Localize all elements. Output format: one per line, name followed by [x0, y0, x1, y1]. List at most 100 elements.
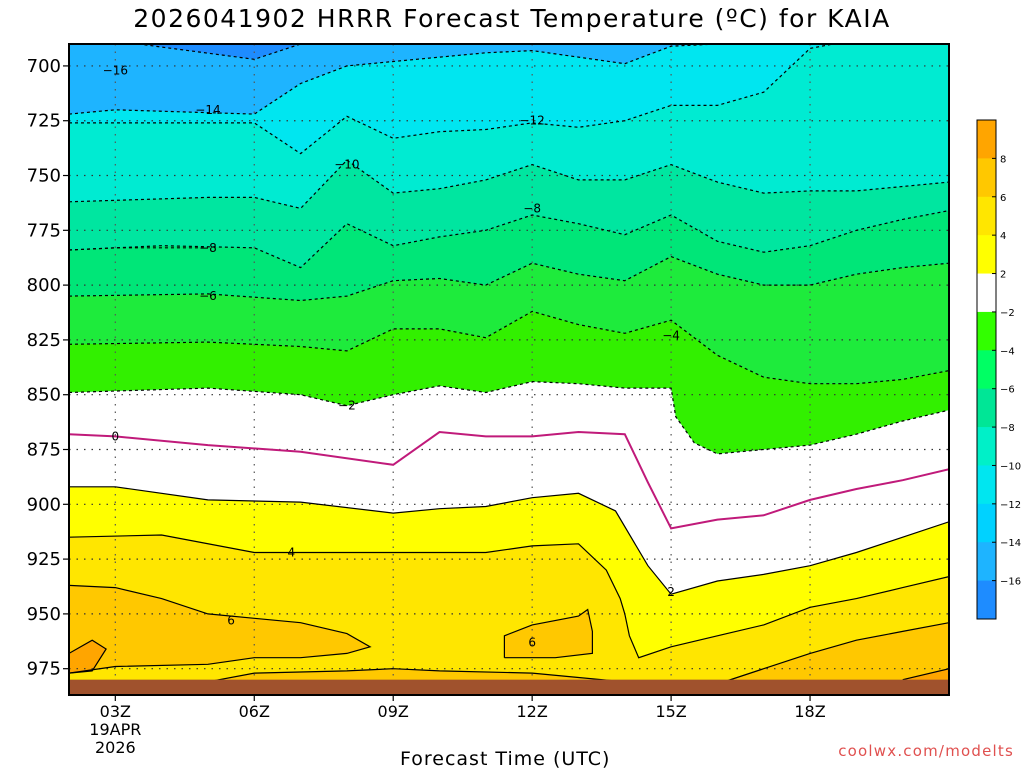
x-tick-label: 06Z	[239, 702, 270, 721]
y-tick-label: 925	[27, 549, 61, 570]
colorbar-segment	[977, 158, 996, 198]
fill-m6	[69, 210, 949, 301]
isotherm-6-16	[902, 668, 949, 681]
y-tick-label: 825	[27, 330, 61, 351]
isotherm-label: −8	[199, 241, 217, 255]
fill-m2	[69, 311, 949, 454]
colorbar-segment	[977, 465, 996, 505]
isotherm-6-12	[69, 584, 372, 674]
isotherm-label: 4	[287, 546, 295, 560]
colorbar-segment	[977, 580, 996, 620]
colorbar-tick-label: −4	[1000, 346, 1015, 357]
fill-p2	[69, 486, 949, 658]
y-tick-label: 750	[27, 166, 61, 187]
isotherm-m12-2	[69, 44, 834, 155]
colorbar-segment	[977, 427, 996, 466]
isotherm-0-9	[69, 430, 949, 530]
isotherm-label: −6	[199, 289, 217, 303]
x-tick-label: 18Z	[794, 702, 825, 721]
isotherm-m8-4	[69, 210, 949, 269]
plot-frame	[68, 43, 950, 696]
isotherm-label: −10	[334, 158, 359, 172]
colorbar-tick-label: −6	[1000, 385, 1015, 396]
colorbar-segment	[977, 120, 996, 159]
colorbar-segment	[977, 388, 996, 428]
fill-m16	[69, 44, 949, 60]
colorbar-tick-label: 2	[1000, 270, 1006, 281]
x-tick-date: 19APR	[89, 720, 141, 739]
isotherm-6-13	[503, 608, 593, 659]
y-tick-label: 900	[27, 494, 61, 515]
chart-title: 2026041902 HRRR Forecast Temperature (ºC…	[133, 4, 891, 33]
y-tick-label: 875	[27, 440, 61, 461]
colorbar-segment	[977, 235, 996, 275]
colorbar-tick-label: −2	[1000, 308, 1015, 319]
isotherm-label: −4	[662, 329, 680, 343]
colorbar-tick-label: 4	[1000, 231, 1006, 242]
isotherm-label: −12	[519, 114, 544, 128]
isotherm-8-17	[207, 668, 625, 683]
isotherm-label: 6	[227, 613, 235, 627]
isotherm-label: 2	[667, 585, 675, 599]
isotherm-m4-7	[69, 310, 949, 385]
isotherm-m8-5	[69, 247, 208, 251]
fill-m12	[69, 44, 949, 154]
isotherm-label: −2	[338, 399, 356, 413]
credit-link[interactable]: coolwx.com/modelts	[838, 742, 1014, 760]
x-tick-label: 03Z	[100, 702, 131, 721]
isotherm-2-10	[69, 486, 949, 595]
isotherm-label: 0	[111, 429, 119, 443]
x-axis-label: Forecast Time (UTC)	[400, 748, 611, 770]
isotherm-m14-1	[69, 44, 718, 115]
isotherm-layer	[69, 44, 949, 685]
colorbar-tick-label: −8	[1000, 423, 1015, 434]
isotherm-label: −8	[523, 201, 541, 215]
x-tick-label: 09Z	[378, 702, 409, 721]
colorbar-segment	[977, 196, 996, 236]
colorbar-tick-label: −12	[1000, 500, 1021, 511]
colorbar-tick-label: −14	[1000, 538, 1021, 549]
isotherm-m16-0	[138, 44, 301, 60]
isotherm-6-15	[717, 622, 949, 685]
y-tick-label: 850	[27, 385, 61, 406]
fill-m4	[69, 256, 949, 384]
colorbar-tick-label: −10	[1000, 461, 1021, 472]
isotherm-labels: −16 −14 −12 −10 −8 −8 −6 −4 −2 0 2 4 6 6	[103, 63, 680, 649]
fill-m10	[69, 44, 949, 209]
fill-zero	[69, 381, 949, 595]
colorbar-segment	[977, 542, 996, 582]
isotherm-label: −14	[195, 103, 220, 117]
fill-p6-right	[717, 622, 949, 695]
isotherm-6-14	[69, 639, 107, 674]
fill-p6-mid	[504, 609, 593, 658]
ground-surface	[70, 679, 948, 694]
temperature-fill-layer	[69, 44, 949, 695]
fill-p6-left	[69, 585, 371, 674]
colorbar: 8 6 4 2 −2 −4 −6 −8 −10 −12 −14 −16	[976, 119, 1021, 620]
isotherm-m2-8	[69, 380, 949, 455]
colorbar-tick-label: −16	[1000, 577, 1021, 588]
x-tick-label: 12Z	[516, 702, 547, 721]
isotherm-label: 6	[528, 635, 536, 649]
colorbar-segment	[977, 503, 996, 543]
ground-layer	[70, 679, 948, 694]
colorbar-segment	[977, 311, 996, 351]
fill-m8	[69, 160, 949, 268]
isotherm-4-11	[69, 534, 949, 659]
y-tick-label: 950	[27, 604, 61, 625]
isotherm-label: −16	[103, 63, 128, 77]
y-tick-label: 700	[27, 56, 61, 77]
x-tick-label: 15Z	[655, 702, 686, 721]
colorbar-segment	[977, 350, 996, 390]
y-tick-label: 775	[27, 220, 61, 241]
y-axis: 700 725 750 775 800 825 850 875 900 925 950 975	[27, 56, 69, 680]
colorbar-tick-label: 8	[1000, 154, 1006, 165]
colorbar-tick-label: 6	[1000, 193, 1006, 204]
colorbar-frame	[976, 119, 997, 620]
x-tick-year: 2026	[95, 738, 136, 757]
fill-m14	[69, 44, 949, 115]
y-tick-label: 975	[27, 659, 61, 680]
y-tick-label: 800	[27, 275, 61, 296]
